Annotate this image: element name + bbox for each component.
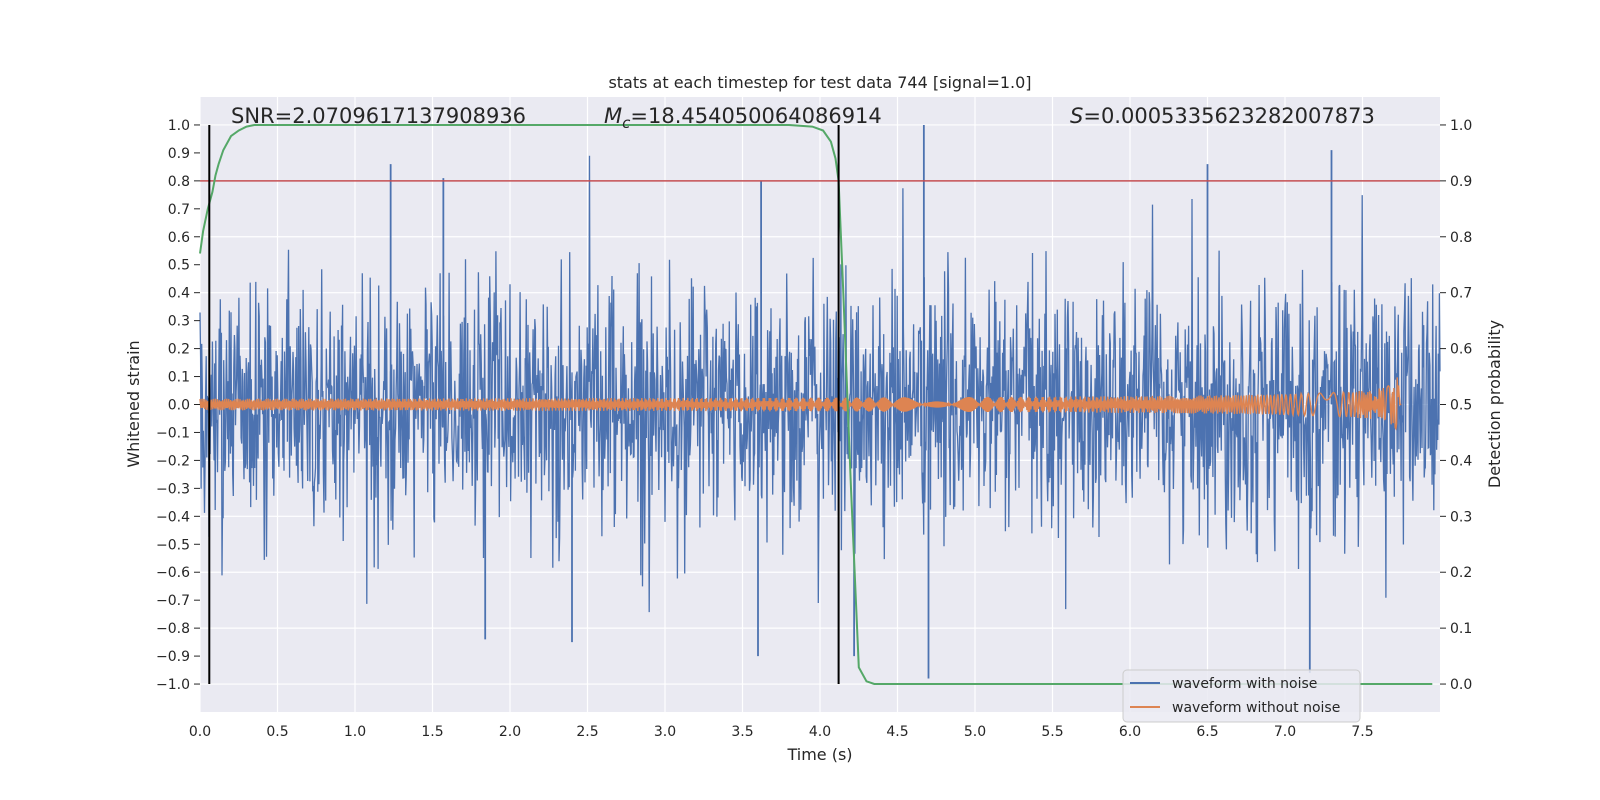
x-tick-label: 0.0 [189, 724, 211, 740]
y-tick-label: 0.9 [168, 146, 190, 162]
x-tick-label: 3.0 [654, 724, 676, 740]
y-tick-label-right: 0.1 [1450, 621, 1472, 637]
chirp-line [199, 377, 1402, 431]
y-tick-label: 0.5 [168, 258, 190, 274]
y-tick-label: 0.0 [168, 398, 190, 414]
x-tick-label: 5.5 [1041, 724, 1063, 740]
y-tick-label: −0.5 [156, 537, 190, 553]
y-tick-label: −0.3 [156, 481, 190, 497]
y-ticks-left: 1.0 0.9 0.8 0.7 0.6 0.5 0.4 0.3 0.2 0.1 0.0 −0.1 −0.… [156, 118, 200, 693]
y-tick-label: −1.0 [156, 677, 190, 693]
event-lines [208, 124, 840, 685]
legend-label-clean: waveform without noise [1172, 700, 1340, 716]
x-tick-label: 6.5 [1196, 724, 1218, 740]
series-detection-probability [199, 124, 1433, 685]
y-tick-label: 0.7 [168, 202, 190, 218]
y-tick-label: 1.0 [168, 118, 190, 134]
s-value: =0.0005335623282007873 [1083, 104, 1375, 128]
series-waveform-without-noise [199, 377, 1402, 431]
x-tick-label: 7.0 [1274, 724, 1296, 740]
y-axis-label-right: Detection probability [1485, 320, 1504, 488]
x-tick-label: 0.5 [266, 724, 288, 740]
y-axis-label-left: Whitened strain [124, 340, 143, 467]
mc-value: =18.454050064086914 [630, 104, 881, 128]
y-tick-label: 0.3 [168, 314, 190, 330]
x-tick-label: 6.0 [1119, 724, 1141, 740]
y-tick-label: −0.2 [156, 453, 190, 469]
y-tick-label-right: 0.0 [1450, 677, 1472, 693]
x-tick-label: 5.0 [964, 724, 986, 740]
x-axis-label: Time (s) [786, 745, 852, 764]
y-ticks-right: 1.0 0.9 0.8 0.7 0.6 0.5 0.4 0.3 0.2 0.1 0.0 [1440, 118, 1472, 693]
y-tick-label: 0.2 [168, 342, 190, 358]
probability-line [199, 124, 1433, 685]
x-tick-label: 2.0 [499, 724, 521, 740]
x-tick-label: 1.5 [421, 724, 443, 740]
y-tick-label-right: 0.3 [1450, 509, 1472, 525]
y-tick-label: −0.7 [156, 593, 190, 609]
y-tick-label: 0.1 [168, 370, 190, 386]
mc-subscript: c [622, 114, 631, 132]
y-tick-label-right: 0.7 [1450, 286, 1472, 302]
y-tick-label: −0.6 [156, 565, 190, 581]
y-tick-label-right: 0.9 [1450, 174, 1472, 190]
x-tick-label: 2.5 [576, 724, 598, 740]
snr-annotation: SNR=2.0709617137908936 [231, 104, 526, 128]
series-waveform-with-noise [199, 124, 1441, 679]
y-tick-label-right: 1.0 [1450, 118, 1472, 134]
noise-line [199, 155, 1441, 613]
y-tick-label: 0.6 [168, 230, 190, 246]
y-tick-label: 0.8 [168, 174, 190, 190]
chart-title: stats at each timestep for test data 744… [608, 73, 1031, 92]
mc-symbol: M [604, 104, 622, 128]
y-tick-label-right: 0.5 [1450, 398, 1472, 414]
x-ticks: 0.0 0.5 1.0 1.5 2.0 2.5 3.0 3.5 4.0 4.5 5.0 5.5 6.0 6… [189, 724, 1374, 740]
x-tick-label: 7.5 [1351, 724, 1373, 740]
chirp-mass-annotation: Mc=18.454050064086914 [604, 104, 882, 132]
x-tick-label: 4.5 [886, 724, 908, 740]
y-tick-label-right: 0.6 [1450, 342, 1472, 358]
s-symbol: S [1070, 104, 1083, 128]
y-tick-label-right: 0.2 [1450, 565, 1472, 581]
s-annotation: S=0.0005335623282007873 [1070, 104, 1375, 128]
y-tick-label: −0.8 [156, 621, 190, 637]
legend-label-noise: waveform with noise [1172, 676, 1317, 692]
x-tick-label: 1.0 [344, 724, 366, 740]
y-tick-label: −0.1 [156, 425, 190, 441]
y-tick-label: −0.9 [156, 649, 190, 665]
x-tick-label: 4.0 [809, 724, 831, 740]
x-tick-label: 3.5 [731, 724, 753, 740]
y-tick-label: 0.4 [168, 286, 190, 302]
y-tick-label-right: 0.8 [1450, 230, 1472, 246]
legend: waveform with noise waveform without noi… [1122, 669, 1361, 723]
y-tick-label: −0.4 [156, 509, 190, 525]
y-tick-label-right: 0.4 [1450, 453, 1472, 469]
legend-box [1122, 669, 1361, 723]
